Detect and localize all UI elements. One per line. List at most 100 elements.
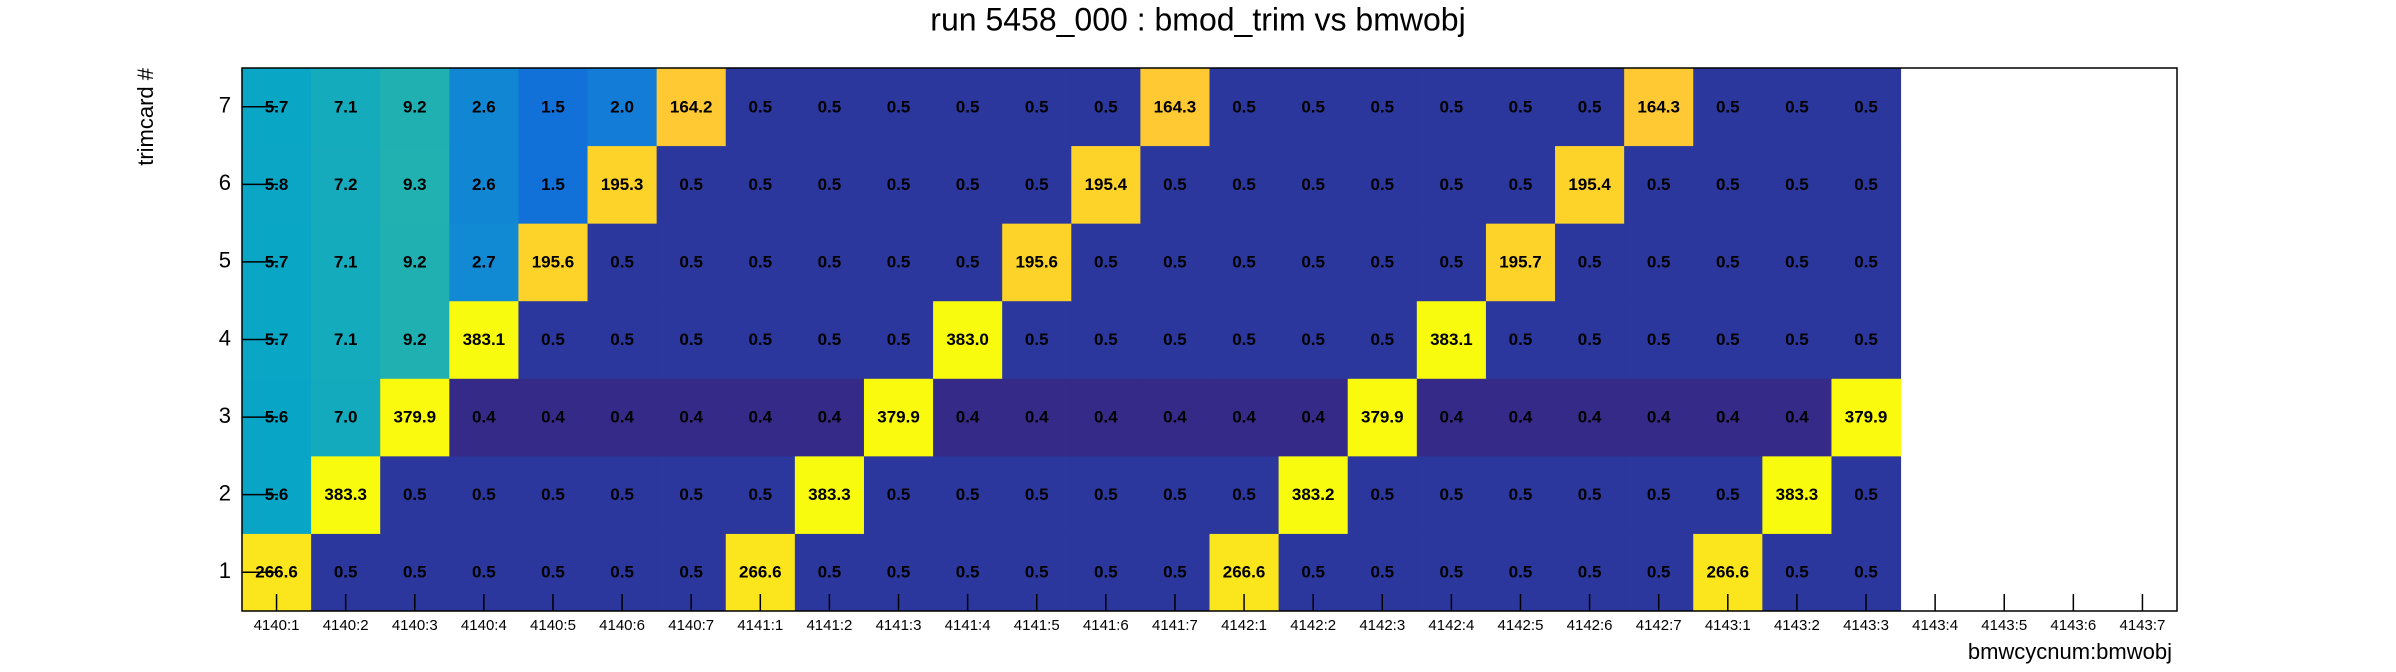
cell	[1416, 455, 1487, 534]
cell-label: 0.5	[1509, 485, 1533, 504]
cell-label: 0.5	[1509, 175, 1533, 194]
cell	[725, 68, 796, 147]
cell	[1485, 145, 1556, 224]
cell-label: 0.5	[679, 485, 703, 504]
cell-label: 2.7	[472, 252, 496, 271]
cell-label: 195.7	[1499, 252, 1542, 271]
cell-label: 0.5	[1854, 175, 1878, 194]
cell	[1278, 378, 1349, 457]
cell	[1209, 378, 1280, 457]
cell-label: 0.5	[1094, 330, 1118, 349]
cell-label: 266.6	[1707, 563, 1750, 582]
cell-label: 0.5	[1232, 485, 1256, 504]
cell	[1209, 68, 1280, 147]
cell	[933, 223, 1003, 302]
cell-label: 0.5	[887, 330, 911, 349]
cell-label: 0.5	[541, 485, 565, 504]
cell-label: 0.5	[679, 175, 703, 194]
cell-label: 0.5	[1716, 330, 1740, 349]
cell-label: 9.3	[403, 175, 427, 194]
cell	[449, 455, 519, 534]
cell	[1002, 300, 1072, 379]
cell-label: 0.5	[1301, 563, 1325, 582]
cell	[1555, 145, 1625, 224]
cell-label: 0.5	[1301, 330, 1325, 349]
cell-label: 0.5	[1232, 175, 1256, 194]
cell-label: 0.5	[818, 97, 842, 116]
cell-label: 0.5	[610, 563, 634, 582]
cell-label: 9.2	[403, 252, 427, 271]
cell	[311, 455, 381, 534]
cell-label: 0.4	[1578, 408, 1602, 427]
cell	[380, 145, 450, 224]
cell	[1693, 455, 1763, 534]
cell-label: 164.2	[670, 97, 713, 116]
cell	[449, 68, 519, 147]
cell	[1485, 223, 1556, 302]
cell	[1831, 300, 1902, 379]
cell	[587, 223, 658, 302]
cell-label: 0.4	[1785, 408, 1809, 427]
cell	[587, 68, 658, 147]
cell	[933, 145, 1003, 224]
cell-label: 0.5	[956, 563, 980, 582]
cell	[1762, 300, 1832, 379]
y-tick-label: 2	[219, 480, 231, 505]
cell	[518, 455, 589, 534]
cell-label: 379.9	[1361, 408, 1404, 427]
cell	[1624, 455, 1694, 534]
cell	[1762, 455, 1832, 534]
x-tick-label: 4143:4	[1912, 617, 1958, 634]
cell-label: 2.6	[472, 175, 496, 194]
cell-label: 0.5	[1440, 563, 1464, 582]
cell-label: 0.5	[956, 97, 980, 116]
cell-label: 0.5	[1785, 97, 1809, 116]
cell-label: 0.5	[818, 563, 842, 582]
cell-label: 0.5	[818, 252, 842, 271]
cell	[311, 223, 381, 302]
cell	[1416, 223, 1487, 302]
cell-label: 0.5	[1440, 97, 1464, 116]
cell	[311, 300, 381, 379]
cell	[518, 145, 589, 224]
cell-label: 0.5	[956, 485, 980, 504]
cell	[1624, 223, 1694, 302]
cell	[1555, 378, 1625, 457]
cell-label: 9.2	[403, 330, 427, 349]
x-tick-label: 4143:5	[1981, 617, 2027, 634]
cell	[1140, 300, 1210, 379]
cell-label: 383.3	[1776, 485, 1819, 504]
cell-label: 0.4	[541, 408, 565, 427]
cell-label: 0.5	[1232, 330, 1256, 349]
cell	[1624, 68, 1694, 147]
x-tick-label: 4142:2	[1290, 617, 1336, 634]
cell	[1278, 300, 1349, 379]
cell	[725, 145, 796, 224]
cell	[1140, 455, 1210, 534]
cell	[1071, 300, 1141, 379]
cell-label: 164.3	[1154, 97, 1197, 116]
cell	[794, 300, 865, 379]
cell-label: 195.4	[1568, 175, 1611, 194]
cell-label: 379.9	[393, 408, 436, 427]
cell-label: 0.5	[1854, 330, 1878, 349]
cell	[587, 455, 658, 534]
cell	[794, 145, 865, 224]
cell	[725, 300, 796, 379]
cell-label: 0.5	[1094, 97, 1118, 116]
cell-label: 0.5	[887, 563, 911, 582]
cell	[449, 378, 519, 457]
cell	[1071, 68, 1141, 147]
cell-label: 0.5	[1232, 252, 1256, 271]
cell-label: 0.5	[1854, 97, 1878, 116]
cell	[656, 455, 727, 534]
cell	[1071, 455, 1141, 534]
cell	[1209, 145, 1280, 224]
y-tick-label: 7	[219, 93, 231, 118]
cell-label: 0.4	[1716, 408, 1740, 427]
cell-label: 0.5	[1370, 175, 1394, 194]
cell-label: 0.5	[748, 330, 772, 349]
cell	[1416, 300, 1487, 379]
cell	[380, 223, 450, 302]
